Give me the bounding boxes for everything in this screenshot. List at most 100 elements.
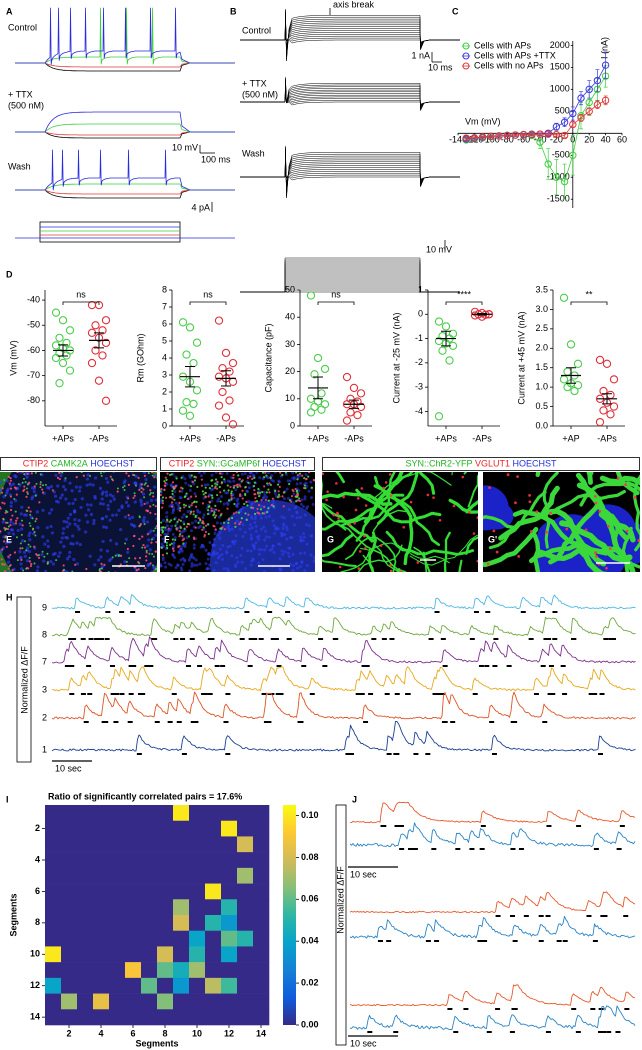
cell — [98, 574, 100, 576]
cell — [160, 521, 163, 524]
cell — [272, 551, 276, 555]
heatmap-cell — [109, 946, 126, 963]
cell — [142, 518, 146, 522]
label: Segments — [135, 1038, 178, 1048]
cell — [136, 575, 139, 578]
cell — [336, 512, 340, 516]
cell — [245, 489, 249, 493]
label: 9 — [42, 602, 47, 612]
cell — [140, 503, 144, 507]
label: H — [6, 592, 13, 602]
stain-name: HOECHST — [262, 459, 307, 469]
data-point — [519, 130, 528, 139]
cell — [90, 602, 92, 604]
cell — [16, 472, 19, 474]
heatmap-cell — [157, 946, 174, 963]
heatmap-cell — [173, 962, 190, 979]
heatmap-cell — [205, 946, 222, 963]
data-point — [536, 138, 544, 146]
cell — [68, 522, 72, 526]
cell — [16, 517, 19, 520]
cell — [165, 524, 169, 528]
error-bar — [595, 69, 600, 92]
heatmap-cell — [173, 899, 190, 916]
cell — [50, 576, 52, 578]
label: + TTX — [8, 89, 33, 99]
heatmap-cell — [125, 805, 142, 822]
cell — [204, 530, 208, 534]
data-point — [62, 338, 71, 348]
data-point — [569, 120, 577, 129]
cell — [125, 446, 127, 448]
heatmap-cell — [221, 946, 238, 963]
data-point — [101, 396, 111, 405]
cell — [291, 553, 295, 557]
cell — [594, 501, 598, 505]
cell — [296, 495, 299, 498]
cell — [202, 521, 205, 524]
heatmap-cell — [253, 805, 270, 822]
cell — [120, 588, 122, 590]
heatmap-cell — [141, 867, 158, 884]
cell — [190, 562, 194, 566]
stain-header-box — [0, 457, 157, 471]
voltage-trace — [15, 131, 235, 136]
cell — [115, 598, 117, 600]
cell — [108, 493, 112, 497]
data-point — [228, 358, 238, 368]
cell — [326, 490, 329, 493]
cell — [94, 476, 98, 480]
heatmap-cell — [205, 883, 222, 900]
cell — [199, 474, 203, 478]
cell — [175, 477, 178, 480]
micrograph — [483, 472, 640, 572]
stain-name: SYN::ChR2-YFP — [405, 459, 472, 469]
label: 0 — [418, 309, 423, 319]
cell — [140, 487, 143, 490]
cell — [70, 597, 73, 600]
cell — [280, 549, 284, 553]
cell — [23, 513, 27, 517]
cell — [28, 556, 31, 559]
cell — [110, 445, 112, 447]
cell — [152, 566, 156, 570]
cell — [23, 554, 27, 558]
data-point — [585, 98, 593, 107]
heatmap-cell — [189, 852, 206, 869]
label: -50 — [27, 320, 40, 330]
cell — [142, 543, 145, 547]
cell — [438, 518, 442, 522]
calcium-trace — [350, 1005, 636, 1030]
cell — [516, 475, 519, 479]
cell — [208, 487, 211, 490]
data-point — [221, 348, 231, 358]
cell — [154, 527, 157, 530]
heatmap-cell — [253, 867, 270, 884]
cell — [132, 496, 135, 499]
cell — [116, 442, 118, 444]
cell — [93, 496, 97, 500]
current-trace — [240, 95, 460, 106]
cell — [152, 503, 155, 506]
cell — [58, 477, 61, 481]
cell — [193, 500, 196, 503]
cell — [104, 583, 106, 585]
error-bar — [538, 132, 542, 136]
cell — [293, 506, 297, 510]
label: 8 — [162, 284, 167, 294]
calcium-trace — [349, 801, 636, 824]
label: 3.0 — [535, 304, 548, 314]
cell — [348, 523, 352, 526]
cell — [4, 536, 7, 539]
current-trace — [240, 80, 460, 110]
cell — [135, 595, 137, 597]
filament — [396, 568, 401, 572]
cell — [198, 510, 202, 514]
cell — [35, 592, 38, 595]
cell — [19, 542, 22, 545]
cell — [172, 549, 175, 553]
error-bar — [587, 80, 592, 99]
heatmap-cell — [141, 820, 158, 837]
cell — [152, 564, 155, 567]
cell — [160, 546, 163, 549]
